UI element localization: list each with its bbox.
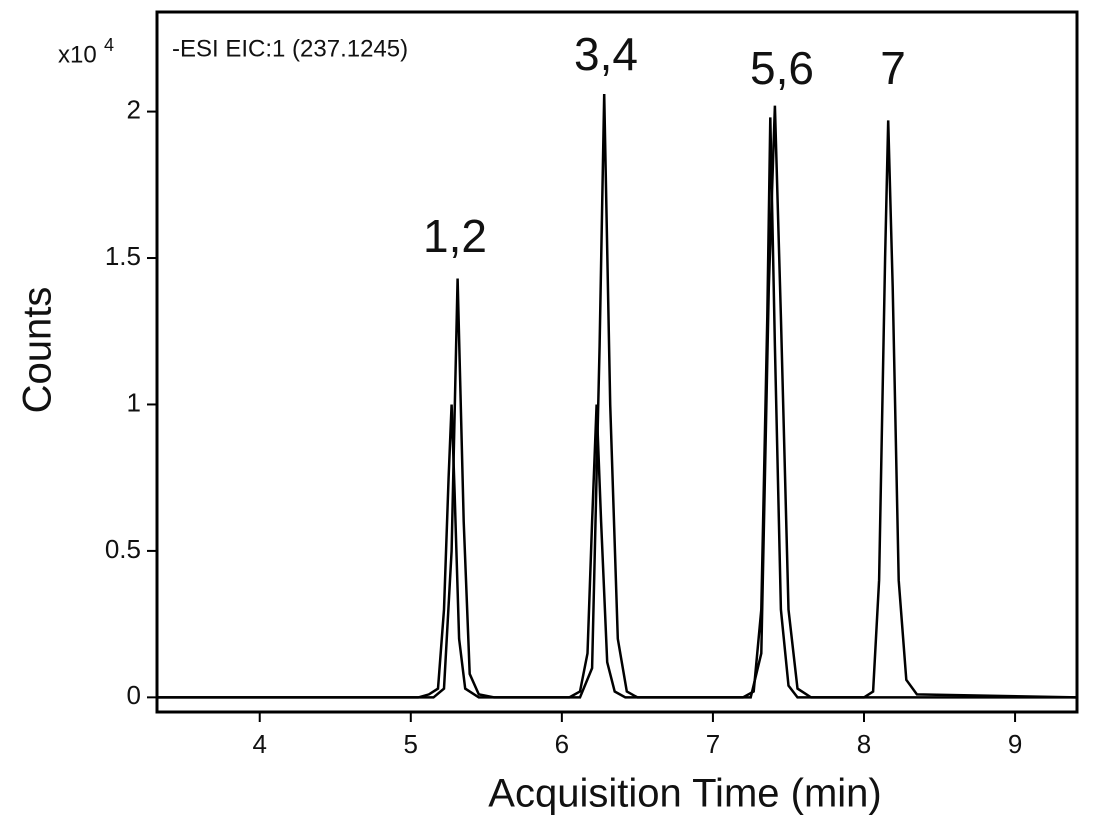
peak-label: 5,6 xyxy=(750,42,814,94)
trace xyxy=(157,93,1077,699)
peak-label: 1,2 xyxy=(423,210,487,262)
x-tick-label: 5 xyxy=(404,729,418,759)
y-tick-label: 2 xyxy=(127,94,141,124)
y-tick-label: 1.5 xyxy=(105,241,141,271)
x-tick-label: 6 xyxy=(555,729,569,759)
y-multiplier-exponent: 4 xyxy=(104,35,114,55)
x-axis-label: Acquisition Time (min) xyxy=(488,772,881,816)
y-tick-label: 0.5 xyxy=(105,534,141,564)
x-tick-label: 8 xyxy=(857,729,871,759)
peak-label: 7 xyxy=(880,42,906,94)
trace xyxy=(157,117,1078,699)
y-tick-label: 0 xyxy=(127,680,141,710)
y-tick-label: 1 xyxy=(127,387,141,417)
subtitle: -ESI EIC:1 (237.1245) xyxy=(172,35,408,62)
plot-frame xyxy=(155,10,1079,714)
peak-label: 3,4 xyxy=(574,28,638,80)
y-multiplier-base: x10 xyxy=(58,41,97,68)
y-axis-label: Counts xyxy=(16,287,60,414)
x-tick-label: 9 xyxy=(1008,729,1022,759)
x-tick-label: 7 xyxy=(706,729,720,759)
x-tick-label: 4 xyxy=(252,729,266,759)
